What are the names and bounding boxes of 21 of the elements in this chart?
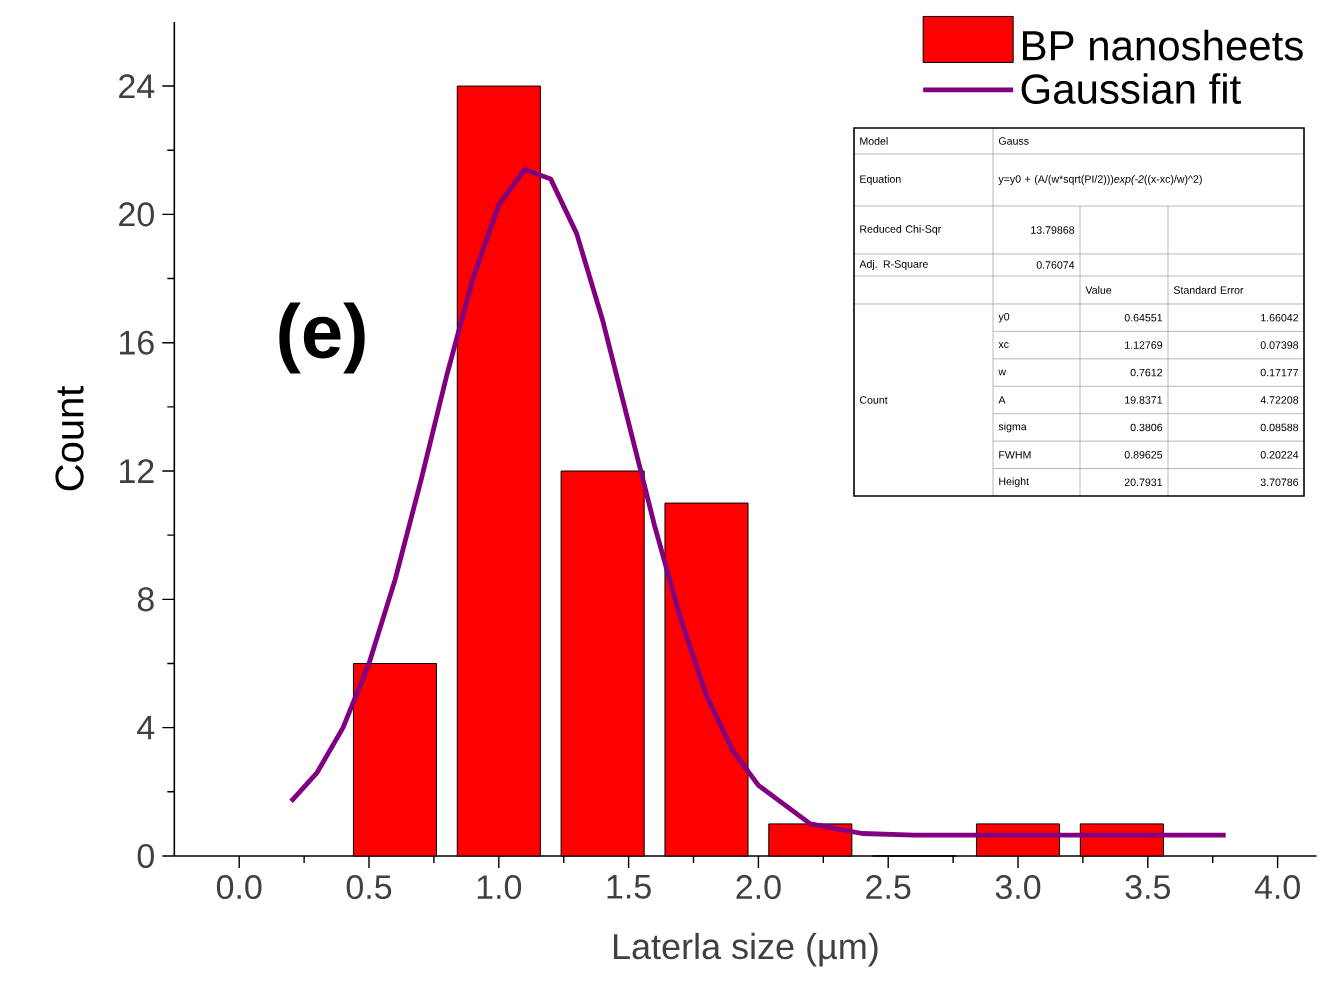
annotation: (e) [279, 302, 365, 374]
x-tick-label: 3.5 [1125, 875, 1170, 900]
x-tick-label: 4.0 [1254, 875, 1300, 900]
x-tick-label: 1.0 [477, 875, 522, 900]
legend-label: Gaussian fit [1021, 73, 1241, 105]
y-tick-label: 8 [137, 587, 154, 612]
y-tick-label: 4 [137, 715, 155, 740]
x-tick-label: 2.0 [736, 875, 781, 900]
y-tick-label: 0 [137, 843, 154, 869]
x-axis-title: Laterla size (µm) [613, 932, 878, 967]
y-tick-label: 20 [119, 202, 154, 227]
legend-label: BP nanosheets [1023, 29, 1303, 61]
x-tick-label: 0.0 [216, 875, 262, 900]
x-tick-label: 1.5 [607, 875, 651, 899]
x-tick-label: 3.0 [995, 875, 1041, 900]
y-axis-title: Count [55, 385, 84, 491]
y-tick-label: 12 [120, 459, 154, 483]
x-tick-label: 0.5 [346, 875, 392, 900]
y-tick-label: 24 [119, 74, 155, 98]
x-tick-label: 2.5 [866, 875, 911, 900]
y-tick-label: 16 [120, 330, 154, 355]
